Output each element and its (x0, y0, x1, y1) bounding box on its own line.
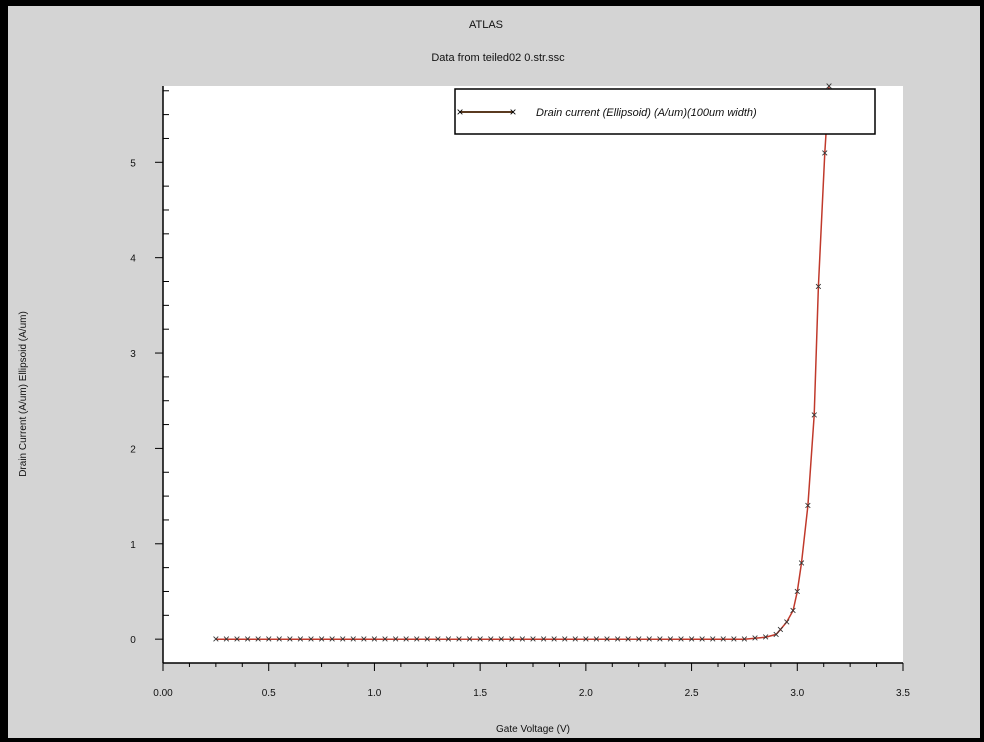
legend: × × Drain current (Ellipsoid) (A/um)(100… (454, 88, 876, 135)
data-point: × (603, 632, 610, 646)
data-point: × (360, 632, 367, 646)
data-point: × (233, 632, 240, 646)
data-point: × (783, 615, 790, 629)
data-point: × (297, 632, 304, 646)
y-tick-label: 2 (130, 444, 136, 455)
data-point: × (825, 79, 832, 93)
data-point: × (821, 146, 828, 160)
legend-marker: × (509, 105, 516, 119)
x-tick-label: 0.00 (153, 688, 173, 699)
data-point: × (625, 632, 632, 646)
y-tick-label: 3 (130, 349, 136, 360)
data-point: × (487, 632, 494, 646)
data-point: × (656, 632, 663, 646)
x-tick-label: 2.5 (685, 688, 699, 699)
data-point: × (223, 632, 230, 646)
data-point: × (677, 632, 684, 646)
x-tick-label: 3.5 (896, 688, 910, 699)
data-point: × (413, 632, 420, 646)
data-point: × (751, 631, 758, 645)
data-point: × (614, 632, 621, 646)
data-point: × (773, 627, 780, 641)
x-tick-label: 1.0 (367, 688, 381, 699)
data-point: × (646, 632, 653, 646)
y-axis-label: Drain Current (A/um) Ellipsoid (A/um) (18, 311, 29, 477)
data-point: × (572, 632, 579, 646)
plot-window: ATLAS Data from teiled02 0.str.ssc × × × × ×… (8, 6, 980, 738)
legend-marker: × (456, 105, 463, 119)
axes: 0.00 0.5 1.0 1.5 2.0 2.5 3.0 3.5 0 1 2 3 4 5 (130, 86, 910, 699)
data-point: × (276, 632, 283, 646)
data-point: × (709, 632, 716, 646)
data-point: × (212, 632, 219, 646)
data-point: × (804, 499, 811, 513)
x-tick-label: 0.5 (262, 688, 276, 699)
data-point: × (790, 604, 797, 618)
legend-box (454, 88, 876, 135)
data-point: × (699, 632, 706, 646)
data-point: × (255, 632, 262, 646)
data-point: × (561, 632, 568, 646)
data-point: × (730, 632, 737, 646)
data-point: × (762, 630, 769, 644)
data-point: × (582, 632, 589, 646)
data-point: × (434, 632, 441, 646)
data-point: × (445, 632, 452, 646)
data-point: × (339, 632, 346, 646)
data-point: × (815, 279, 822, 293)
data-point: × (688, 632, 695, 646)
data-point: × (519, 632, 526, 646)
data-point: × (798, 556, 805, 570)
data-point: × (424, 632, 431, 646)
data-point: × (392, 632, 399, 646)
data-point: × (551, 632, 558, 646)
data-point: × (381, 632, 388, 646)
data-point: × (540, 632, 547, 646)
data-point: × (350, 632, 357, 646)
data-point: × (466, 632, 473, 646)
data-point: × (529, 632, 536, 646)
data-point: × (477, 632, 484, 646)
x-tick-label: 1.5 (473, 688, 487, 699)
data-point: × (667, 632, 674, 646)
data-point: × (371, 632, 378, 646)
data-point: × (508, 632, 515, 646)
data-point: × (794, 584, 801, 598)
x-tick-label: 2.0 (579, 688, 593, 699)
x-tick-label: 3.0 (790, 688, 804, 699)
y-tick-label: 1 (130, 540, 136, 551)
data-point: × (720, 632, 727, 646)
data-point: × (455, 632, 462, 646)
chart-title: ATLAS (469, 19, 503, 31)
plot-area (163, 86, 903, 663)
y-tick-label: 4 (130, 254, 136, 265)
data-point: × (329, 632, 336, 646)
data-point: × (265, 632, 272, 646)
data-point: × (777, 623, 784, 637)
y-tick-label: 0 (130, 635, 136, 646)
chart-subtitle: Data from teiled02 0.str.ssc (431, 52, 565, 64)
series-layer: × × × × × × × × × × × × × × × × × × × × × × × × × × × × × × × × × × × × × × × ×… (212, 79, 832, 646)
x-axis-label: Gate Voltage (V) (496, 724, 570, 735)
y-tick-label: 5 (130, 158, 136, 169)
data-point: × (741, 632, 748, 646)
data-point: × (244, 632, 251, 646)
data-point: × (811, 408, 818, 422)
data-point: × (286, 632, 293, 646)
chart: ATLAS Data from teiled02 0.str.ssc × × × × ×… (18, 19, 910, 735)
series-line (215, 85, 830, 640)
data-point: × (318, 632, 325, 646)
data-point: × (593, 632, 600, 646)
data-point: × (635, 632, 642, 646)
data-point: × (498, 632, 505, 646)
legend-entry-label: Drain current (Ellipsoid) (A/um)(100um w… (536, 107, 757, 119)
data-point: × (307, 632, 314, 646)
data-point: × (403, 632, 410, 646)
